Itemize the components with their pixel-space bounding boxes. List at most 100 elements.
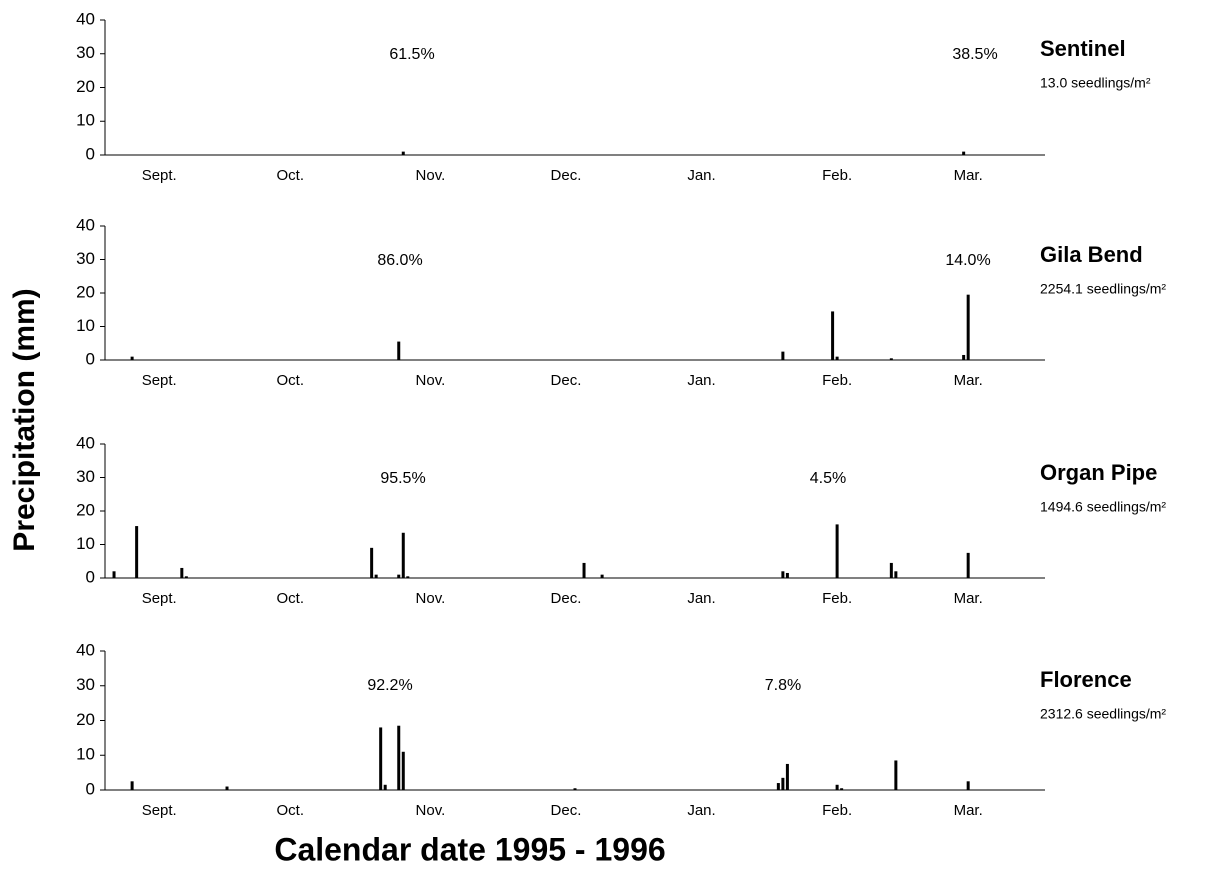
x-tick-label: Jan. xyxy=(687,590,715,607)
y-tick-label: 0 xyxy=(86,567,95,586)
x-tick-label: Sept. xyxy=(142,167,177,184)
y-tick-label: 0 xyxy=(86,144,95,163)
y-tick-label: 10 xyxy=(76,745,95,764)
x-tick-label: Dec. xyxy=(551,372,582,389)
bar xyxy=(374,574,378,578)
x-tick-label: Feb. xyxy=(822,590,852,607)
bar xyxy=(184,576,188,578)
x-tick-label: Nov. xyxy=(416,372,446,389)
x-tick-label: Sept. xyxy=(142,590,177,607)
x-tick-label: Jan. xyxy=(687,802,715,819)
x-tick-label: Nov. xyxy=(416,802,446,819)
annotation: 14.0% xyxy=(945,252,990,269)
x-tick-label: Oct. xyxy=(277,167,305,184)
x-tick-label: Oct. xyxy=(277,590,305,607)
x-tick-label: Nov. xyxy=(416,590,446,607)
bar xyxy=(831,311,835,360)
bar xyxy=(383,784,387,790)
site-name: Organ Pipe xyxy=(1040,460,1157,485)
bar xyxy=(781,351,785,360)
bar xyxy=(966,781,970,790)
annotation: 92.2% xyxy=(367,677,412,694)
annotation: 4.5% xyxy=(810,470,846,487)
x-tick-label: Dec. xyxy=(551,167,582,184)
bar xyxy=(370,547,374,578)
bar xyxy=(600,574,604,578)
x-axis-label: Calendar date 1995 - 1996 xyxy=(274,831,665,867)
bar xyxy=(835,356,839,360)
annotation: 86.0% xyxy=(377,252,422,269)
bar xyxy=(582,562,586,578)
y-tick-label: 30 xyxy=(76,249,95,268)
bar xyxy=(785,572,789,578)
y-tick-label: 20 xyxy=(76,282,95,301)
x-tick-label: Feb. xyxy=(822,802,852,819)
bar xyxy=(401,532,405,578)
bar xyxy=(130,781,134,790)
seedling-density: 1494.6 seedlings/m² xyxy=(1040,499,1166,515)
y-tick-label: 20 xyxy=(76,77,95,96)
x-tick-label: Mar. xyxy=(954,372,983,389)
seedling-density: 2312.6 seedlings/m² xyxy=(1040,706,1166,722)
bar xyxy=(397,341,401,360)
bar xyxy=(397,574,401,578)
x-tick-label: Feb. xyxy=(822,167,852,184)
annotation: 61.5% xyxy=(389,46,434,63)
y-tick-label: 20 xyxy=(76,710,95,729)
bar xyxy=(962,151,966,155)
x-tick-label: Dec. xyxy=(551,802,582,819)
x-tick-label: Nov. xyxy=(416,167,446,184)
bar xyxy=(397,725,401,790)
annotation: 7.8% xyxy=(765,677,801,694)
bar xyxy=(776,783,780,790)
bar xyxy=(135,526,139,578)
bar xyxy=(962,354,966,360)
site-name: Gila Bend xyxy=(1040,242,1143,267)
x-tick-label: Mar. xyxy=(954,802,983,819)
seedling-density: 2254.1 seedlings/m² xyxy=(1040,281,1166,297)
x-tick-label: Dec. xyxy=(551,590,582,607)
y-tick-label: 40 xyxy=(76,215,95,234)
y-axis-label: Precipitation (mm) xyxy=(8,288,41,551)
y-tick-label: 40 xyxy=(76,640,95,659)
bar xyxy=(966,552,970,578)
y-tick-label: 20 xyxy=(76,500,95,519)
bar xyxy=(835,784,839,790)
bar xyxy=(401,151,405,155)
y-tick-label: 10 xyxy=(76,111,95,130)
bar xyxy=(379,727,383,790)
bar xyxy=(130,356,134,360)
x-tick-label: Jan. xyxy=(687,372,715,389)
y-tick-label: 10 xyxy=(76,316,95,335)
site-name: Sentinel xyxy=(1040,36,1126,61)
x-tick-label: Oct. xyxy=(277,372,305,389)
y-tick-label: 30 xyxy=(76,675,95,694)
x-tick-label: Mar. xyxy=(954,167,983,184)
bar xyxy=(781,571,785,578)
seedling-density: 13.0 seedlings/m² xyxy=(1040,75,1151,91)
bar xyxy=(966,294,970,360)
bar xyxy=(401,751,405,790)
x-tick-label: Sept. xyxy=(142,802,177,819)
bar xyxy=(112,571,116,578)
y-tick-label: 0 xyxy=(86,779,95,798)
bar xyxy=(894,571,898,578)
y-tick-label: 10 xyxy=(76,534,95,553)
x-tick-label: Mar. xyxy=(954,590,983,607)
bar xyxy=(835,524,839,578)
y-tick-label: 40 xyxy=(76,433,95,452)
bar xyxy=(889,562,893,578)
y-tick-label: 30 xyxy=(76,43,95,62)
bar xyxy=(180,567,184,578)
bar xyxy=(225,786,229,790)
bar xyxy=(894,760,898,790)
x-tick-label: Sept. xyxy=(142,372,177,389)
annotation: 95.5% xyxy=(380,470,425,487)
x-tick-label: Oct. xyxy=(277,802,305,819)
y-tick-label: 0 xyxy=(86,349,95,368)
bar xyxy=(840,788,844,790)
x-tick-label: Feb. xyxy=(822,372,852,389)
site-name: Florence xyxy=(1040,667,1132,692)
